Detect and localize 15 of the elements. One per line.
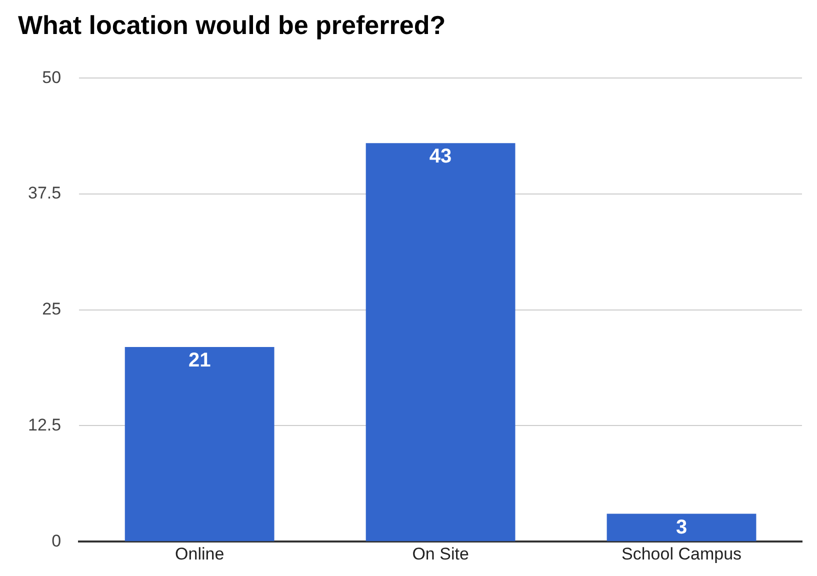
bar (366, 143, 516, 542)
data-label: 21 (188, 349, 211, 372)
chart-title: What location would be preferred? (18, 10, 446, 41)
y-tick-label: 37.5 (28, 184, 62, 203)
y-tick-label: 0 (52, 531, 62, 550)
x-tick-label: On Site (412, 544, 469, 564)
data-label: 43 (429, 146, 452, 168)
y-tick-label: 25 (42, 300, 62, 319)
bar (606, 514, 756, 542)
x-tick-label: Online (175, 544, 224, 564)
x-tick-label: School Campus (622, 544, 742, 564)
y-tick-label: 12.5 (28, 415, 62, 434)
y-tick-label: 50 (42, 68, 62, 87)
data-label: 3 (676, 516, 688, 538)
bar (124, 346, 274, 542)
